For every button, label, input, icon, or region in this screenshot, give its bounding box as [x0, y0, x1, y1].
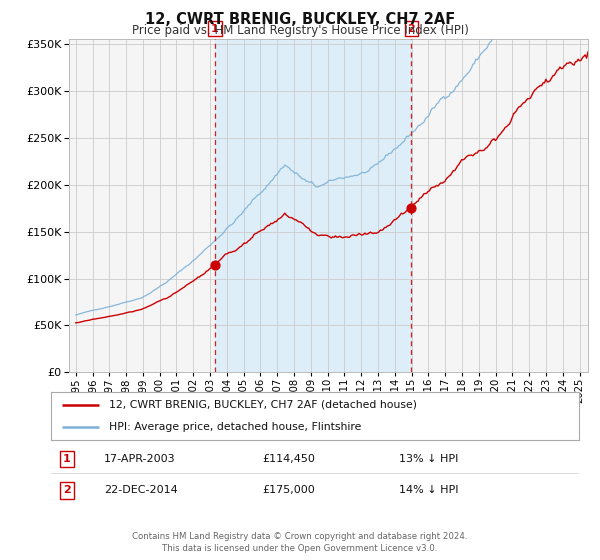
- Text: 1: 1: [211, 24, 219, 34]
- Text: 22-DEC-2014: 22-DEC-2014: [104, 486, 178, 496]
- Text: 12, CWRT BRENIG, BUCKLEY, CH7 2AF (detached house): 12, CWRT BRENIG, BUCKLEY, CH7 2AF (detac…: [109, 400, 417, 410]
- Text: 14% ↓ HPI: 14% ↓ HPI: [400, 486, 459, 496]
- Text: 1: 1: [63, 454, 71, 464]
- Point: [407, 204, 416, 213]
- Text: 13% ↓ HPI: 13% ↓ HPI: [400, 454, 459, 464]
- Text: £114,450: £114,450: [262, 454, 315, 464]
- Text: 17-APR-2003: 17-APR-2003: [104, 454, 175, 464]
- Text: 2: 2: [407, 24, 415, 34]
- Text: Contains HM Land Registry data © Crown copyright and database right 2024.
This d: Contains HM Land Registry data © Crown c…: [132, 532, 468, 553]
- Text: HPI: Average price, detached house, Flintshire: HPI: Average price, detached house, Flin…: [109, 422, 361, 432]
- Text: £175,000: £175,000: [262, 486, 315, 496]
- Text: 12, CWRT BRENIG, BUCKLEY, CH7 2AF: 12, CWRT BRENIG, BUCKLEY, CH7 2AF: [145, 12, 455, 27]
- Text: 2: 2: [63, 486, 71, 496]
- Bar: [215, 39, 412, 372]
- Point: [210, 260, 220, 269]
- Text: Price paid vs. HM Land Registry's House Price Index (HPI): Price paid vs. HM Land Registry's House …: [131, 24, 469, 36]
